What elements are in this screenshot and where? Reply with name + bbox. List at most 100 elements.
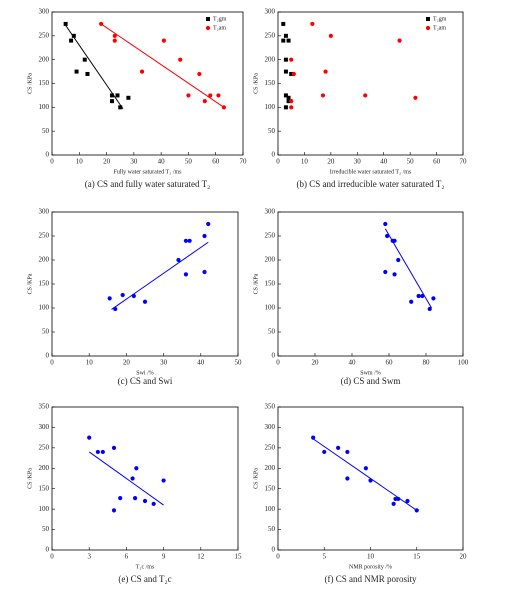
- x-tick-label: 30: [354, 158, 362, 166]
- point: [134, 466, 139, 471]
- y-tick-label: 100: [39, 304, 50, 312]
- point: [345, 476, 350, 481]
- point: [139, 69, 145, 74]
- y-tick-label: 300: [265, 423, 276, 431]
- caption: (c) CS and Swi: [118, 376, 173, 386]
- x-tick-label: 40: [380, 158, 388, 166]
- fit-line: [100, 23, 225, 108]
- x-tick-label: 60: [433, 158, 441, 166]
- point: [396, 257, 401, 263]
- point: [132, 496, 138, 501]
- point: [113, 306, 118, 312]
- y-tick-label: 50: [42, 328, 50, 336]
- y-tick-label: 200: [39, 256, 50, 264]
- x-tick-label: 40: [197, 359, 205, 367]
- plot-frame: [51, 406, 239, 551]
- x-tick-label: 0: [50, 359, 54, 367]
- point: [178, 57, 183, 62]
- y-tick-label: 100: [265, 304, 276, 312]
- y-tick-label: 150: [39, 280, 50, 288]
- y-tick-label: 200: [39, 464, 50, 472]
- point: [281, 38, 286, 43]
- legend-marker: [425, 25, 431, 31]
- point: [112, 33, 117, 38]
- legend-label: T₂am: [213, 25, 226, 31]
- x-axis-label: Fully water saturated T₂ /ms: [114, 169, 183, 175]
- y-tick-label: 250: [39, 31, 50, 39]
- y-tick-label: 150: [39, 484, 50, 492]
- x-tick-label: 100: [458, 359, 469, 367]
- x-tick-label: 6: [125, 553, 129, 561]
- point: [151, 501, 156, 506]
- y-axis-label: CS /KPa: [27, 273, 33, 294]
- y-tick-label: 150: [265, 79, 276, 87]
- x-tick-label: 20: [312, 359, 320, 367]
- plot-frame: [51, 211, 239, 357]
- x-tick-label: 0: [50, 553, 54, 561]
- y-tick-label: 250: [265, 443, 276, 451]
- point: [186, 93, 191, 98]
- legend-label: T₂gm: [213, 16, 227, 22]
- point: [409, 299, 414, 304]
- x-tick-label: 80: [423, 359, 431, 367]
- legend-marker: [206, 17, 210, 21]
- x-tick-label: 0: [276, 359, 280, 367]
- y-tick-label: 200: [265, 464, 276, 472]
- y-tick-label: 100: [265, 103, 276, 111]
- point: [363, 466, 368, 471]
- point: [82, 57, 87, 62]
- x-tick-label: 0: [276, 553, 280, 561]
- point: [202, 233, 207, 239]
- y-tick-label: 300: [39, 208, 50, 216]
- point: [111, 445, 117, 450]
- legend-label: T₂gm: [433, 16, 447, 22]
- point: [183, 272, 189, 277]
- point: [289, 105, 294, 110]
- point: [183, 238, 189, 243]
- y-axis-label: CS /KPa: [27, 73, 33, 94]
- point: [221, 105, 226, 110]
- point: [289, 99, 294, 104]
- y-axis-label: CS /KPa: [253, 73, 259, 94]
- point: [197, 71, 202, 77]
- y-tick-label: 0: [272, 352, 276, 360]
- point: [161, 478, 166, 483]
- x-tick-label: 40: [158, 158, 166, 166]
- point: [87, 435, 92, 440]
- y-tick-label: 350: [39, 403, 50, 411]
- x-tick-label: 20: [460, 553, 468, 561]
- point: [286, 95, 291, 100]
- legend-marker: [426, 17, 430, 21]
- x-tick-label: 5: [323, 553, 327, 561]
- point: [71, 33, 76, 38]
- point: [161, 38, 166, 43]
- point: [336, 445, 341, 450]
- point: [363, 93, 368, 98]
- y-tick-label: 0: [272, 151, 276, 159]
- caption: (d) CS and Swm: [341, 376, 401, 386]
- point: [281, 21, 286, 26]
- point: [396, 496, 401, 502]
- point: [69, 38, 74, 43]
- point: [202, 269, 207, 275]
- y-tick-label: 0: [46, 546, 50, 554]
- point: [420, 293, 425, 299]
- x-tick-label: 20: [327, 158, 335, 166]
- x-tick-label: 15: [235, 553, 243, 561]
- point: [115, 93, 120, 98]
- caption: (b) CS and irreducible water saturated T…: [297, 179, 445, 189]
- y-tick-label: 0: [46, 151, 50, 159]
- point: [216, 93, 221, 98]
- y-tick-label: 300: [265, 8, 276, 16]
- point: [286, 99, 291, 104]
- plot-frame: [277, 211, 464, 357]
- point: [112, 38, 117, 43]
- point: [320, 93, 326, 98]
- fit-line: [111, 241, 209, 310]
- y-tick-label: 100: [39, 505, 50, 513]
- y-tick-label: 0: [272, 546, 276, 554]
- point: [391, 501, 396, 506]
- x-tick-label: 70: [460, 158, 468, 166]
- point: [99, 21, 104, 27]
